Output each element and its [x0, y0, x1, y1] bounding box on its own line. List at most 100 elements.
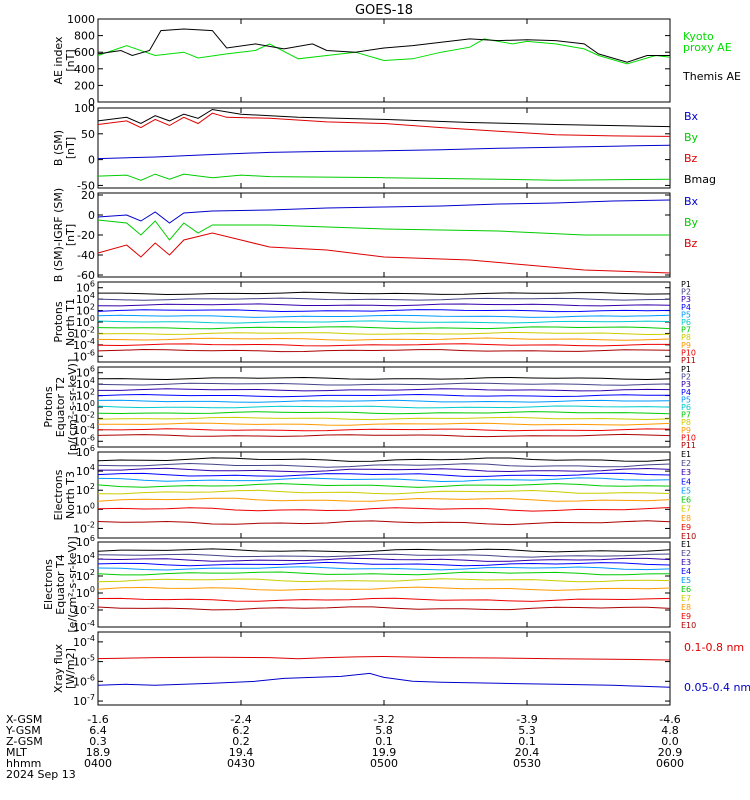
y-axis-label: Protons: [42, 386, 55, 427]
y-tick-label: 106: [76, 365, 95, 380]
series-line-p2: [97, 297, 671, 301]
legend-label: P3: [681, 295, 691, 304]
series-line-e1: [97, 548, 671, 553]
y-tick-label: 400: [74, 63, 95, 76]
legend-label: P4: [681, 303, 691, 312]
y-axis-label: [p/(cm²-s-sr-keV)]: [66, 359, 79, 456]
series-line-e10: [97, 606, 671, 611]
series-line-p8: [97, 416, 671, 421]
legend-label: E10: [681, 532, 696, 541]
y-tick-label: 102: [76, 568, 95, 583]
legend-label: E5: [681, 486, 691, 495]
y-tick-label: 20: [81, 189, 95, 202]
series-line-e1: [97, 457, 671, 462]
series-line-bz: [97, 112, 671, 137]
y-axis-label: Electrons: [52, 469, 65, 520]
date-label: 2024 Sep 13: [6, 768, 76, 781]
y-axis-label: B (SM)-IGRF (SM): [52, 188, 65, 282]
legend-label: P11: [681, 441, 696, 450]
legend-label: Themis AE: [682, 70, 741, 83]
x-tick-label: 0.1: [518, 735, 536, 748]
series-line-e7: [97, 578, 671, 583]
legend-label: P9: [681, 341, 691, 350]
y-tick-label: 10-2: [73, 325, 95, 340]
legend-label: P5: [681, 310, 691, 319]
legend-label: 0.05-0.4 nm: [684, 681, 750, 694]
legend-label: E5: [681, 576, 691, 585]
series-line-p4: [97, 393, 670, 398]
series-line-p3: [98, 388, 671, 392]
legend-label: E9: [681, 523, 691, 532]
legend-label: P9: [681, 426, 691, 435]
series-line-e3: [97, 557, 671, 562]
y-axis-label: [e/(cm²-s-sr-keV)]: [66, 536, 79, 632]
legend-label: P11: [681, 356, 696, 365]
series-line-e9: [97, 597, 671, 602]
legend-label: E6: [681, 496, 691, 505]
series-line-kyoto-proxy-ae: [97, 38, 671, 65]
legend-label: Bmag: [684, 173, 716, 186]
y-axis-label: Equator T4: [54, 554, 67, 614]
y-tick-label: 100: [74, 102, 95, 115]
legend-label: P2: [681, 288, 691, 297]
series-line-bmag: [97, 108, 671, 128]
x-tick-label: 0.3: [89, 735, 107, 748]
series-line-p7: [97, 326, 671, 330]
y-axis-label: North T1: [64, 298, 77, 346]
y-tick-label: 0: [88, 154, 95, 167]
x-tick-label: 5.8: [375, 724, 393, 737]
y-tick-label: 10-4: [73, 337, 95, 352]
series-line-bz: [97, 232, 671, 274]
x-tick-label: -2.4: [230, 713, 251, 726]
panel-xray: 10-4 10-5 10-6 10-7 Xray flux [W/m2] 0.1-0.8 n…: [52, 631, 750, 708]
y-tick-label: 0: [88, 96, 95, 109]
y-tick-label: 800: [74, 30, 95, 43]
y-tick-label: 102: [76, 303, 95, 318]
y-tick-label: 10-4: [73, 634, 95, 649]
legend-label: E8: [681, 514, 691, 523]
legend-label: E2: [681, 459, 691, 468]
legend-label: P10: [681, 433, 696, 442]
y-tick-label: 100: [76, 399, 95, 414]
series-line-p7: [97, 411, 671, 415]
legend-label: E8: [681, 603, 691, 612]
y-tick-label: -50: [77, 179, 95, 192]
legend-label: P10: [681, 348, 696, 357]
x-tick-label: 19.9: [372, 746, 397, 759]
y-tick-label: 10-4: [73, 619, 95, 634]
legend-label: Bz: [684, 152, 698, 165]
x-tick-label: 5.3: [518, 724, 536, 737]
legend-label: 0.1-0.8 nm: [684, 641, 744, 654]
y-tick-label: 10-5: [73, 654, 95, 669]
y-axis-label: Protons: [52, 301, 65, 342]
legend-label: E4: [681, 477, 691, 486]
legend-label: E4: [681, 567, 691, 576]
legend-label: P6: [681, 318, 691, 327]
y-tick-label: 10-2: [73, 520, 95, 535]
y-tick-label: 10-7: [73, 693, 95, 708]
y-tick-label: -40: [77, 249, 95, 262]
legend-label: E1: [681, 540, 691, 549]
legend-label: E6: [681, 585, 691, 594]
y-tick-label: -60: [77, 269, 95, 282]
x-tick-label: 0530: [513, 757, 541, 770]
x-row-label: Z-GSM: [6, 735, 43, 748]
y-axis-label: [W/m2]: [64, 648, 77, 689]
y-tick-label: 100: [76, 501, 95, 516]
series-line-e5: [97, 566, 671, 571]
series-line-themis-ae: [97, 28, 670, 63]
x-tick-label: 18.9: [86, 746, 111, 759]
x-row-label: X-GSM: [6, 713, 42, 726]
y-tick-label: 0: [88, 209, 95, 222]
series-line-e4: [97, 472, 671, 477]
y-tick-label: 600: [74, 46, 95, 59]
series-line-p6: [97, 405, 671, 409]
series-line-by: [97, 173, 671, 181]
series-line-e4: [97, 561, 671, 567]
y-tick-label: 10-2: [73, 602, 95, 617]
series-line-e2: [97, 553, 671, 558]
